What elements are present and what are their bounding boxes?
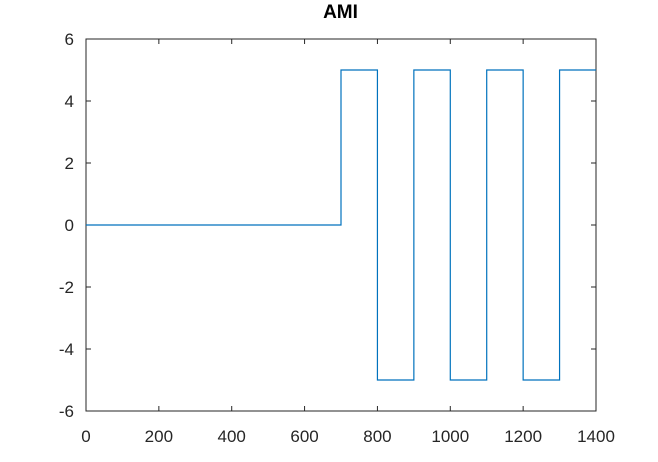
y-tick-label: -4: [59, 340, 74, 359]
x-tick-label: 400: [218, 427, 246, 446]
x-tick-label: 1400: [577, 427, 615, 446]
x-tick-label: 200: [145, 427, 173, 446]
x-tick-label: 600: [290, 427, 318, 446]
y-tick-label: -6: [59, 402, 74, 421]
series-line: [86, 69, 596, 381]
x-tick-label: 0: [81, 427, 90, 446]
x-tick-label: 1200: [504, 427, 542, 446]
y-tick-label: 2: [65, 154, 74, 173]
x-tick-labels: 0 200 400 600 800 1000 1200 1400: [81, 427, 615, 446]
y-tick-label: 4: [65, 92, 74, 111]
x-tick-label: 1000: [431, 427, 469, 446]
y-tick-label: 6: [65, 30, 74, 49]
axis-ticks: [85, 38, 597, 412]
x-tick-label: 800: [363, 427, 391, 446]
y-tick-labels: -6 -4 -2 0 2 4 6: [59, 30, 74, 421]
chart-title: AMI: [323, 2, 358, 23]
y-tick-label: 0: [65, 216, 74, 235]
y-tick-label: -2: [59, 278, 74, 297]
